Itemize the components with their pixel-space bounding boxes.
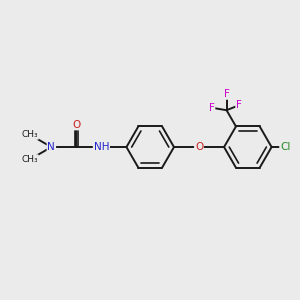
Text: F: F	[224, 89, 230, 99]
Text: Cl: Cl	[280, 142, 291, 152]
Text: CH₃: CH₃	[21, 155, 38, 164]
Text: F: F	[208, 103, 214, 113]
Text: CH₃: CH₃	[21, 130, 38, 139]
Text: O: O	[195, 142, 203, 152]
Text: O: O	[72, 119, 80, 130]
Text: NH: NH	[94, 142, 109, 152]
Text: F: F	[236, 100, 242, 110]
Text: N: N	[47, 142, 55, 152]
